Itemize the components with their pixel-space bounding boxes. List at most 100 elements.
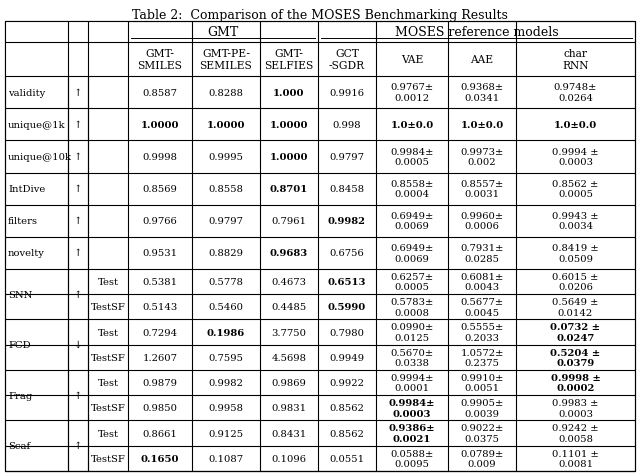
Text: unique@10k: unique@10k <box>8 153 72 162</box>
Text: 0.6949±
0.0069: 0.6949± 0.0069 <box>390 212 434 231</box>
Text: 0.7931±
0.0285: 0.7931± 0.0285 <box>460 244 504 263</box>
Text: 0.8557±
0.0031: 0.8557± 0.0031 <box>460 179 504 199</box>
Text: 0.9905±
0.0039: 0.9905± 0.0039 <box>460 398 504 417</box>
Text: 0.9973±
0.002: 0.9973± 0.002 <box>460 148 504 167</box>
Text: 0.1650: 0.1650 <box>141 454 179 463</box>
Text: IntDive: IntDive <box>8 185 45 194</box>
Text: 0.9910±
0.0051: 0.9910± 0.0051 <box>460 373 504 393</box>
Text: 0.8562: 0.8562 <box>330 404 364 413</box>
Text: 0.8431: 0.8431 <box>271 429 307 438</box>
Text: Test: Test <box>97 278 118 287</box>
Text: 0.5990: 0.5990 <box>328 303 366 312</box>
Text: 0.0588±
0.0095: 0.0588± 0.0095 <box>390 449 434 468</box>
Text: TestSF: TestSF <box>91 404 125 413</box>
Text: 0.8701: 0.8701 <box>270 185 308 194</box>
Text: 0.8419 ±
0.0509: 0.8419 ± 0.0509 <box>552 244 599 263</box>
Text: char
RNN: char RNN <box>563 49 589 70</box>
Text: 0.1096: 0.1096 <box>271 454 307 463</box>
Text: TestSF: TestSF <box>91 454 125 463</box>
Text: VAE: VAE <box>401 55 423 65</box>
Text: TestSF: TestSF <box>91 303 125 312</box>
Text: 0.0990±
0.0125: 0.0990± 0.0125 <box>390 323 434 342</box>
Text: filters: filters <box>8 217 38 226</box>
Text: Frag: Frag <box>8 391 32 400</box>
Text: 0.7961: 0.7961 <box>271 217 307 226</box>
Text: 0.1101 ±
0.0081: 0.1101 ± 0.0081 <box>552 449 599 468</box>
Text: 0.9983 ±
0.0003: 0.9983 ± 0.0003 <box>552 398 598 417</box>
Text: 0.6081±
0.0043: 0.6081± 0.0043 <box>460 272 504 292</box>
Text: 0.9994±
0.0001: 0.9994± 0.0001 <box>390 373 434 393</box>
Text: 0.9831: 0.9831 <box>271 404 307 413</box>
Text: 0.9797: 0.9797 <box>330 153 365 162</box>
Text: 4.5698: 4.5698 <box>271 353 307 362</box>
Text: ↓: ↓ <box>74 340 82 349</box>
Text: 0.9922: 0.9922 <box>330 378 365 387</box>
Text: ↑: ↑ <box>74 290 82 299</box>
Text: 1.0000: 1.0000 <box>269 120 308 129</box>
Text: ↑: ↑ <box>74 391 82 400</box>
Text: TestSF: TestSF <box>91 353 125 362</box>
Text: Test: Test <box>97 328 118 337</box>
Text: 0.9984±
0.0003: 0.9984± 0.0003 <box>389 398 435 417</box>
Text: Test: Test <box>97 429 118 438</box>
Text: 0.8562 ±
0.0005: 0.8562 ± 0.0005 <box>552 179 598 199</box>
Text: 0.9683: 0.9683 <box>270 249 308 258</box>
Text: 1.0±0.0: 1.0±0.0 <box>554 120 597 129</box>
Text: GMT: GMT <box>207 26 239 39</box>
Text: 1.000: 1.000 <box>273 89 305 98</box>
Text: 1.2607: 1.2607 <box>143 353 177 362</box>
Text: 0.9998: 0.9998 <box>143 153 177 162</box>
Text: 0.9022±
0.0375: 0.9022± 0.0375 <box>460 424 504 443</box>
Text: 0.7595: 0.7595 <box>209 353 243 362</box>
Text: 0.9982: 0.9982 <box>209 378 243 387</box>
Text: 0.9982: 0.9982 <box>328 217 366 226</box>
Text: novelty: novelty <box>8 249 45 258</box>
Text: 0.8829: 0.8829 <box>209 249 243 258</box>
Text: 0.9916: 0.9916 <box>330 89 365 98</box>
Text: 0.8587: 0.8587 <box>143 89 177 98</box>
Text: 0.8558: 0.8558 <box>209 185 243 194</box>
Text: GMT-
SMILES: GMT- SMILES <box>138 49 182 70</box>
Text: MOSES reference models: MOSES reference models <box>395 26 558 39</box>
Text: 0.9984±
0.0005: 0.9984± 0.0005 <box>390 148 434 167</box>
Text: 0.5555±
0.2033: 0.5555± 0.2033 <box>460 323 504 342</box>
Text: 0.9242 ±
0.0058: 0.9242 ± 0.0058 <box>552 424 599 443</box>
Text: 0.9748±
0.0264: 0.9748± 0.0264 <box>554 83 597 103</box>
Text: 0.6949±
0.0069: 0.6949± 0.0069 <box>390 244 434 263</box>
Text: GMT-PE-
SEMILES: GMT-PE- SEMILES <box>200 49 252 70</box>
Text: 3.7750: 3.7750 <box>271 328 307 337</box>
Text: 0.9960±
0.0006: 0.9960± 0.0006 <box>460 212 504 231</box>
Text: 0.9994 ±
0.0003: 0.9994 ± 0.0003 <box>552 148 599 167</box>
Text: 1.0000: 1.0000 <box>269 153 308 162</box>
Text: 0.4673: 0.4673 <box>271 278 307 287</box>
Text: 0.5204 ±
0.0379: 0.5204 ± 0.0379 <box>550 348 600 367</box>
Text: 0.5649 ±
0.0142: 0.5649 ± 0.0142 <box>552 298 598 317</box>
Text: ↑: ↑ <box>74 185 82 194</box>
Text: 0.998: 0.998 <box>333 120 362 129</box>
Text: 0.7294: 0.7294 <box>143 328 177 337</box>
Text: 1.0572±
0.2375: 1.0572± 0.2375 <box>460 348 504 367</box>
Text: SNN: SNN <box>8 290 33 299</box>
Text: 0.6257±
0.0005: 0.6257± 0.0005 <box>390 272 433 292</box>
Text: ↑: ↑ <box>74 120 82 129</box>
Text: 0.8562: 0.8562 <box>330 429 364 438</box>
Text: Table 2:  Comparison of the MOSES Benchmarking Results: Table 2: Comparison of the MOSES Benchma… <box>132 9 508 22</box>
Text: 0.9386±
0.0021: 0.9386± 0.0021 <box>388 424 435 443</box>
Text: ↑: ↑ <box>74 217 82 226</box>
Text: validity: validity <box>8 89 45 98</box>
Text: ↑: ↑ <box>74 89 82 98</box>
Text: 0.6513: 0.6513 <box>328 278 366 287</box>
Text: Test: Test <box>97 378 118 387</box>
Text: 0.6015 ±
0.0206: 0.6015 ± 0.0206 <box>552 272 598 292</box>
Text: Scaf: Scaf <box>8 441 30 450</box>
Text: 0.5143: 0.5143 <box>142 303 178 312</box>
Text: 0.9368±
0.0341: 0.9368± 0.0341 <box>460 83 504 103</box>
Text: 0.9531: 0.9531 <box>143 249 177 258</box>
Text: 0.9995: 0.9995 <box>209 153 243 162</box>
Text: 0.0732 ±
0.0247: 0.0732 ± 0.0247 <box>550 323 600 342</box>
Text: ↑: ↑ <box>74 249 82 258</box>
Bar <box>6 22 127 77</box>
Text: 0.9766: 0.9766 <box>143 217 177 226</box>
Text: 0.9125: 0.9125 <box>209 429 244 438</box>
Text: 0.8661: 0.8661 <box>143 429 177 438</box>
